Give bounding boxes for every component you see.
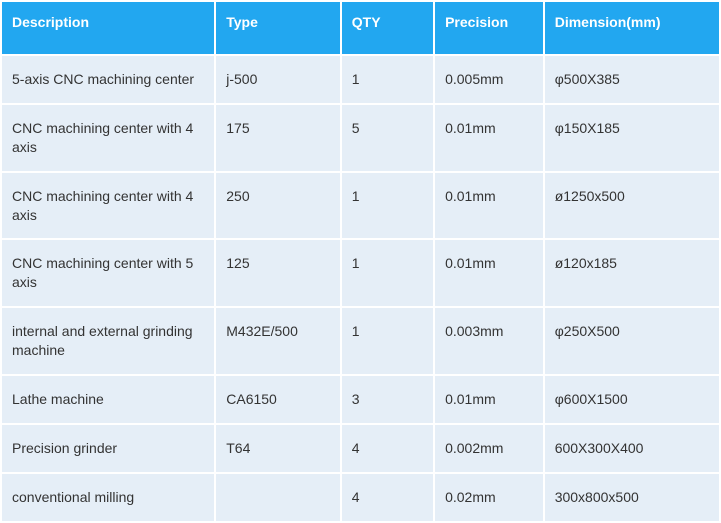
cell-qty: 5 [342, 105, 433, 171]
cell-qty: 1 [342, 308, 433, 374]
cell-precision: 0.01mm [435, 240, 543, 306]
cell-description: CNC machining center with 4 axis [2, 173, 214, 239]
col-header-precision: Precision [435, 2, 543, 54]
cell-dimension: φ600X1500 [545, 376, 719, 423]
cell-precision: 0.005mm [435, 56, 543, 103]
cell-description: Precision grinder [2, 425, 214, 472]
col-header-type: Type [216, 2, 340, 54]
cell-precision: 0.02mm [435, 474, 543, 521]
cell-precision: 0.002mm [435, 425, 543, 472]
cell-qty: 1 [342, 173, 433, 239]
cell-type: CA6150 [216, 376, 340, 423]
cell-description: internal and external grinding machine [2, 308, 214, 374]
cell-precision: 0.003mm [435, 308, 543, 374]
col-header-dimension: Dimension(mm) [545, 2, 719, 54]
table-row: Lathe machine CA6150 3 0.01mm φ600X1500 [2, 376, 719, 423]
col-header-qty: QTY [342, 2, 433, 54]
cell-type: j-500 [216, 56, 340, 103]
table-row: CNC machining center with 4 axis 175 5 0… [2, 105, 719, 171]
table-row: 5-axis CNC machining center j-500 1 0.00… [2, 56, 719, 103]
cell-description: conventional milling [2, 474, 214, 521]
cell-type: 250 [216, 173, 340, 239]
table-row: conventional milling 4 0.02mm 300x800x50… [2, 474, 719, 521]
cell-qty: 4 [342, 474, 433, 521]
cell-type: 125 [216, 240, 340, 306]
cell-type: M432E/500 [216, 308, 340, 374]
cell-qty: 4 [342, 425, 433, 472]
cell-precision: 0.01mm [435, 105, 543, 171]
cell-description: Lathe machine [2, 376, 214, 423]
cell-dimension: φ150X185 [545, 105, 719, 171]
table-row: CNC machining center with 5 axis 125 1 0… [2, 240, 719, 306]
cell-dimension: 300x800x500 [545, 474, 719, 521]
cell-dimension: 600X300X400 [545, 425, 719, 472]
table-header-row: Description Type QTY Precision Dimension… [2, 2, 719, 54]
cell-dimension: φ250X500 [545, 308, 719, 374]
col-header-description: Description [2, 2, 214, 54]
cell-dimension: φ500X385 [545, 56, 719, 103]
cell-type [216, 474, 340, 521]
cell-qty: 1 [342, 240, 433, 306]
cell-qty: 3 [342, 376, 433, 423]
table-row: Precision grinder T64 4 0.002mm 600X300X… [2, 425, 719, 472]
table-row: CNC machining center with 4 axis 250 1 0… [2, 173, 719, 239]
cell-dimension: ø1250x500 [545, 173, 719, 239]
cell-description: 5-axis CNC machining center [2, 56, 214, 103]
cell-qty: 1 [342, 56, 433, 103]
cell-type: T64 [216, 425, 340, 472]
cell-type: 175 [216, 105, 340, 171]
cell-description: CNC machining center with 5 axis [2, 240, 214, 306]
cell-precision: 0.01mm [435, 376, 543, 423]
equipment-table: Description Type QTY Precision Dimension… [0, 0, 721, 523]
cell-description: CNC machining center with 4 axis [2, 105, 214, 171]
cell-dimension: ø120x185 [545, 240, 719, 306]
cell-precision: 0.01mm [435, 173, 543, 239]
table-row: internal and external grinding machine M… [2, 308, 719, 374]
